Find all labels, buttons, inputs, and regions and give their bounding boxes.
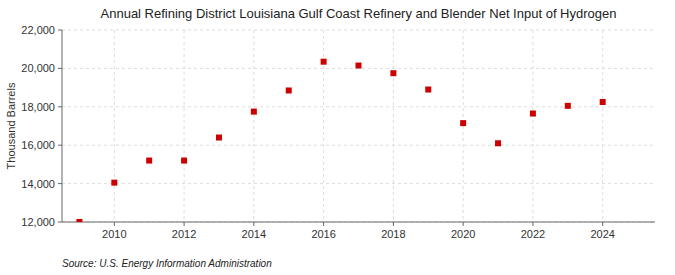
y-tick-label: 16,000 xyxy=(21,139,55,151)
y-tick-label: 18,000 xyxy=(21,101,55,113)
point xyxy=(76,219,82,222)
point xyxy=(390,70,396,76)
x-tick-label: 2016 xyxy=(311,228,335,240)
point xyxy=(460,120,466,126)
grid-line-x xyxy=(184,30,185,222)
y-tick xyxy=(58,68,62,69)
point xyxy=(530,111,536,117)
x-tick xyxy=(323,222,324,226)
x-tick xyxy=(532,222,533,226)
point xyxy=(251,109,257,115)
point xyxy=(495,140,501,146)
point xyxy=(425,87,431,93)
point xyxy=(111,180,117,186)
source-note: Source: U.S. Energy Information Administ… xyxy=(62,258,272,269)
grid-line-y xyxy=(62,145,655,146)
y-tick xyxy=(58,106,62,107)
point xyxy=(600,99,606,105)
y-tick-label: 22,000 xyxy=(21,24,55,36)
point xyxy=(321,59,327,65)
x-tick-label: 2018 xyxy=(381,228,405,240)
point xyxy=(356,63,362,69)
grid-line-y xyxy=(62,183,655,184)
point xyxy=(146,158,152,164)
x-tick xyxy=(253,222,254,226)
x-tick xyxy=(463,222,464,226)
points xyxy=(76,59,605,222)
y-axis-line xyxy=(62,30,63,222)
y-tick xyxy=(58,145,62,146)
x-tick-label: 2010 xyxy=(102,228,126,240)
x-tick-label: 2022 xyxy=(521,228,545,240)
grid-line-x xyxy=(253,30,254,222)
y-tick-label: 14,000 xyxy=(21,178,55,190)
x-tick-label: 2020 xyxy=(451,228,475,240)
y-axis-label: Thousand Barrels xyxy=(5,82,17,169)
title: Annual Refining District Louisiana Gulf … xyxy=(101,6,617,21)
y-tick-label: 12,000 xyxy=(21,216,55,228)
grid-line-x xyxy=(114,30,115,222)
x-tick xyxy=(602,222,603,226)
y-tick xyxy=(58,222,62,223)
grid-line-y xyxy=(62,30,655,31)
chart: 2010 2012 2014 2016 2018 2020 2022 2024 12,000 14… xyxy=(0,0,675,275)
x-tick-label: 2014 xyxy=(242,228,266,240)
y-tick xyxy=(58,30,62,31)
grid-line-y xyxy=(62,222,655,223)
grid xyxy=(62,30,655,222)
point xyxy=(565,103,571,109)
x-tick-label: 2012 xyxy=(172,228,196,240)
grid-line-x xyxy=(602,30,603,222)
x-tick xyxy=(393,222,394,226)
grid-line-x xyxy=(532,30,533,222)
point xyxy=(286,87,292,93)
x-tick xyxy=(114,222,115,226)
grid-line-x xyxy=(393,30,394,222)
point xyxy=(181,158,187,164)
x-tick-label: 2024 xyxy=(590,228,614,240)
point xyxy=(216,135,222,141)
y-tick xyxy=(58,183,62,184)
y-tick-label: 20,000 xyxy=(21,62,55,74)
x-axis-line xyxy=(62,222,655,223)
x-tick xyxy=(184,222,185,226)
